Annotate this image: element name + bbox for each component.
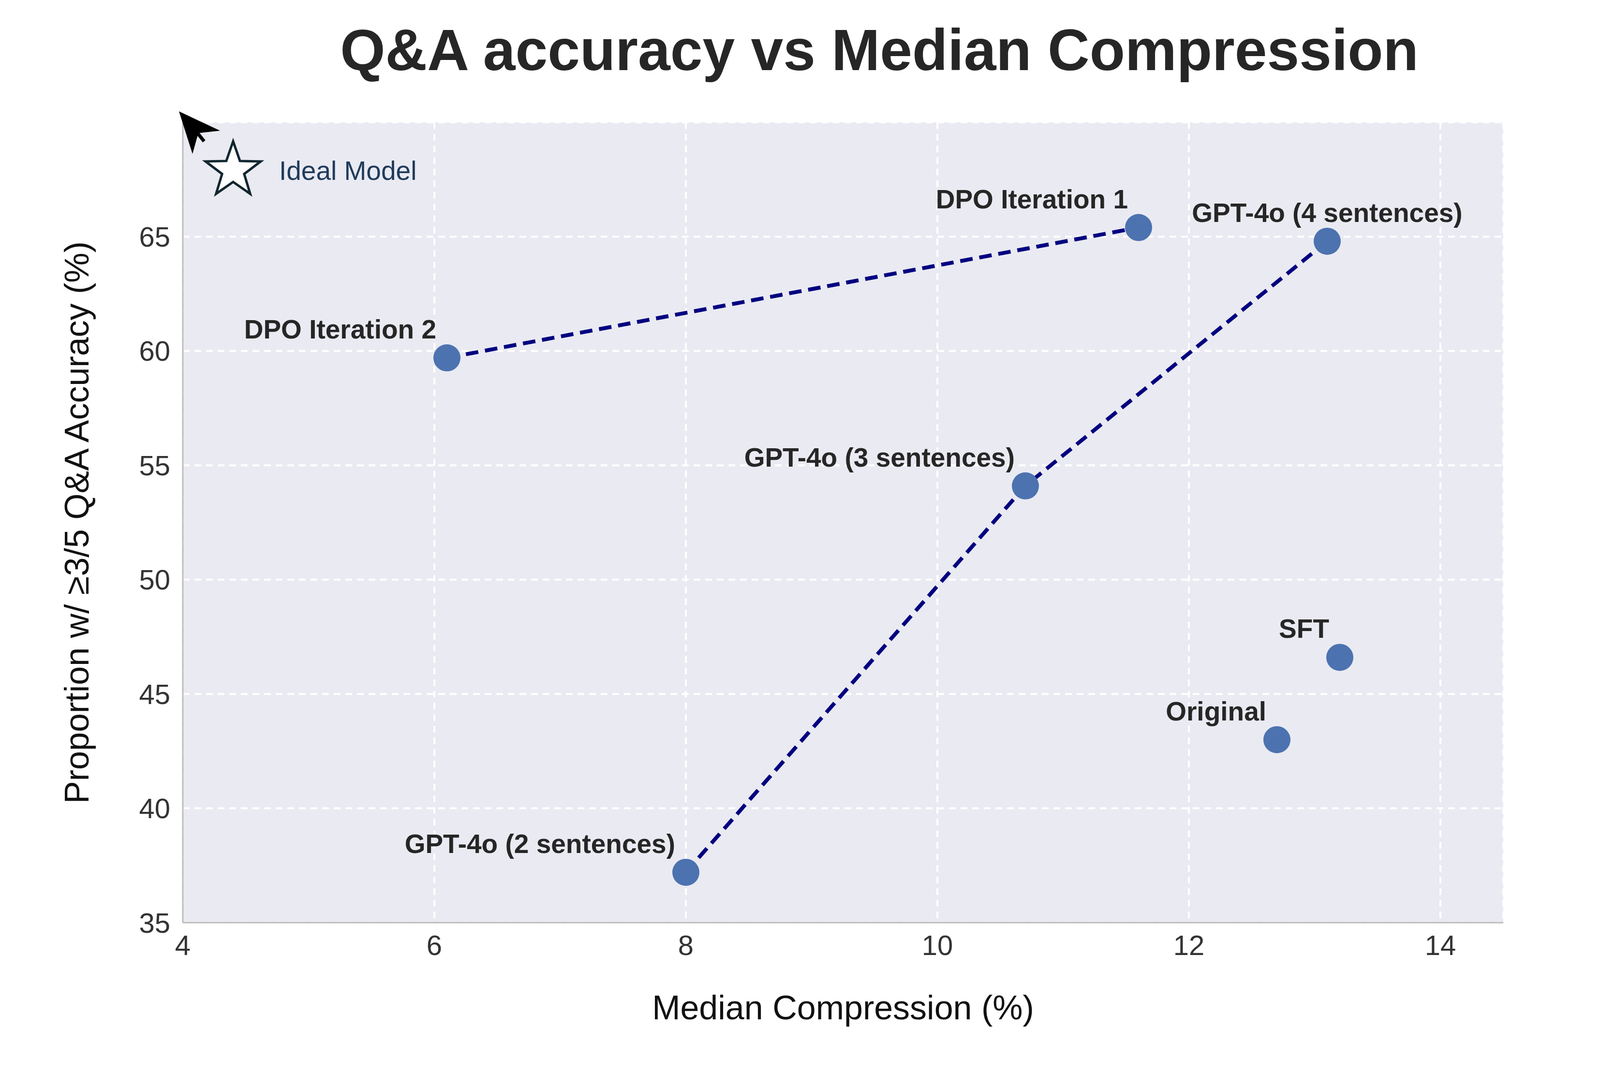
svg-text:35: 35 xyxy=(138,907,171,939)
svg-text:SFT: SFT xyxy=(1278,613,1330,644)
svg-text:Original: Original xyxy=(1165,696,1267,727)
svg-text:55: 55 xyxy=(138,449,171,482)
svg-text:60: 60 xyxy=(138,335,171,367)
svg-text:65: 65 xyxy=(138,221,171,253)
svg-text:GPT-4o (3 sentences): GPT-4o (3 sentences) xyxy=(744,442,1015,473)
svg-text:14: 14 xyxy=(1424,929,1457,962)
html-text:Q&A accuracy vs Median Compres: Q&A accuracy vs Median Compression xyxy=(340,17,1419,83)
svg-text:DPO Iteration 2: DPO Iteration 2 xyxy=(244,314,437,345)
svg-text:DPO Iteration 1: DPO Iteration 1 xyxy=(935,184,1128,215)
svg-text:40: 40 xyxy=(138,792,171,825)
svg-text:10: 10 xyxy=(921,929,954,962)
svg-text:GPT-4o (2 sentences): GPT-4o (2 sentences) xyxy=(404,829,676,860)
svg-text:8: 8 xyxy=(678,929,694,962)
svg-text:Ideal Model: Ideal Model xyxy=(279,155,417,186)
svg-text:45: 45 xyxy=(138,678,171,711)
svg-text:12: 12 xyxy=(1173,929,1205,962)
svg-text:GPT-4o (4 sentences): GPT-4o (4 sentences) xyxy=(1191,197,1463,228)
svg-text:4: 4 xyxy=(175,929,191,962)
svg-text:6: 6 xyxy=(426,929,443,962)
svg-text:Proportion w/ ≥3/5 Q&A Accurac: Proportion w/ ≥3/5 Q&A Accuracy (%) xyxy=(58,241,96,804)
svg-text:Median Compression (%): Median Compression (%) xyxy=(651,989,1035,1027)
svg-text:50: 50 xyxy=(138,563,171,596)
